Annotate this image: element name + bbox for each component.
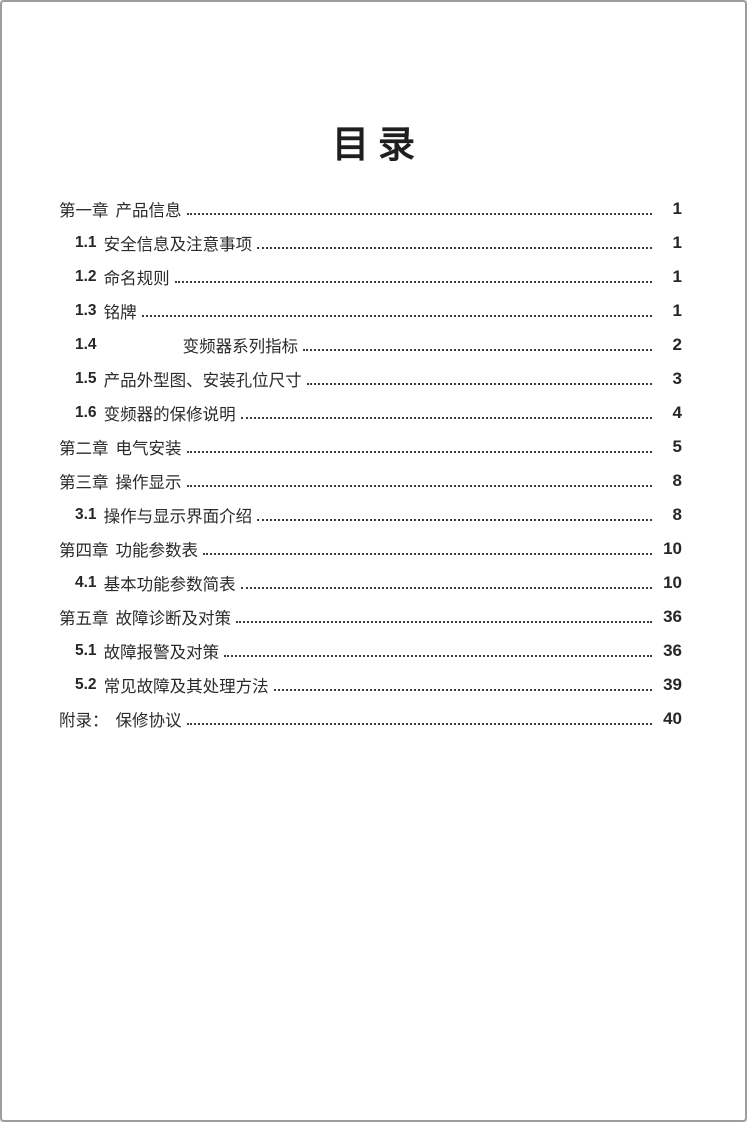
toc-entry-number: 4.1	[75, 574, 97, 591]
toc-entry-number: 第一章	[59, 201, 109, 220]
toc-entry[interactable]: 1.4 变频器系列指标 2	[59, 328, 682, 362]
toc-entry-title: 电气安装	[115, 439, 182, 458]
toc-entry[interactable]: 第四章 功能参数表 10	[59, 532, 682, 566]
toc-page-number: 10	[663, 573, 682, 592]
toc-entry-title: 安全信息及注意事项	[103, 235, 253, 254]
toc-entry-title: 命名规则	[103, 269, 170, 288]
toc-page-number: 3	[672, 369, 682, 388]
toc-entry-title: 变频器系列指标	[182, 337, 299, 356]
toc-page-number: 1	[672, 233, 682, 252]
toc-entry-number: 第四章	[59, 541, 109, 560]
toc-page-number: 39	[663, 675, 682, 694]
dot-leader	[257, 235, 652, 249]
toc-entry-title: 铭牌	[103, 303, 137, 322]
toc-entry[interactable]: 4.1 基本功能参数简表 10	[59, 566, 682, 600]
toc-page-number: 36	[663, 641, 682, 660]
toc-page-number: 1	[672, 199, 682, 218]
toc-entry-title: 基本功能参数简表	[103, 575, 236, 594]
toc-entry-number: 第三章	[59, 473, 109, 492]
dot-leader	[186, 439, 652, 453]
toc-entry-number: 1.5	[75, 370, 97, 387]
toc-entry[interactable]: 1.2 命名规则 1	[59, 260, 682, 294]
toc-entry[interactable]: 第五章 故障诊断及对策 36	[59, 600, 682, 634]
toc-entry-number: 1.2	[75, 268, 97, 285]
dot-leader	[273, 677, 652, 691]
toc-entry-title: 保修协议	[115, 711, 182, 730]
toc-page-number: 1	[672, 267, 682, 286]
page-title: 目录	[332, 125, 424, 166]
toc-page-number: 36	[663, 607, 682, 626]
toc-entry[interactable]: 第二章 电气安装 5	[59, 430, 682, 464]
toc-entry[interactable]: 第一章 产品信息 1	[59, 192, 682, 226]
dot-leader	[306, 371, 652, 385]
toc-entry[interactable]: 5.1 故障报警及对策 36	[59, 634, 682, 668]
dot-leader	[236, 609, 652, 623]
toc-entry[interactable]: 1.3 铭牌 1	[59, 294, 682, 328]
dot-leader	[303, 337, 652, 351]
toc-entry-title: 产品信息	[115, 201, 182, 220]
toc-entry-title: 故障报警及对策	[103, 643, 220, 662]
dot-leader	[240, 405, 652, 419]
dot-leader	[186, 711, 652, 725]
toc-entry[interactable]: 1.1 安全信息及注意事项 1	[59, 226, 682, 260]
toc-page-number: 5	[672, 437, 682, 456]
dot-leader	[203, 541, 652, 555]
toc-entry-title: 功能参数表	[115, 541, 199, 560]
toc-entry-title: 操作与显示界面介绍	[103, 507, 253, 526]
toc-entry-number: 5.1	[75, 642, 97, 659]
toc-entry[interactable]: 1.5 产品外型图、安装孔位尺寸 3	[59, 362, 682, 396]
dot-leader	[186, 473, 652, 487]
toc-entry-number: 1.6	[75, 404, 97, 421]
toc-entry-number: 5.2	[75, 676, 97, 693]
toc-entry-number: 第五章	[59, 609, 109, 628]
toc-page-number: 40	[663, 709, 682, 728]
toc-entry-number: 第二章	[59, 439, 109, 458]
toc-entry-title: 变频器的保修说明	[103, 405, 236, 424]
toc-page-number: 4	[672, 403, 682, 422]
toc-entry[interactable]: 5.2 常见故障及其处理方法 39	[59, 668, 682, 702]
toc-entry-number: 1.1	[75, 234, 97, 251]
toc-entry-number: 1.4	[75, 336, 97, 353]
toc-page-number: 8	[672, 505, 682, 524]
toc-entry-title: 常见故障及其处理方法	[103, 677, 269, 696]
dot-leader	[257, 507, 652, 521]
toc-entry-title: 故障诊断及对策	[115, 609, 232, 628]
toc-page-number: 1	[672, 301, 682, 320]
toc-page-number: 8	[672, 471, 682, 490]
dot-leader	[174, 269, 652, 283]
toc-page-number: 10	[663, 539, 682, 558]
toc-entry-number: 1.3	[75, 302, 97, 319]
table-of-contents: 第一章 产品信息 1 1.1 安全信息及注意事项 1 1.2 命名规则 1 1.3 铭牌 1 1.4 变频…	[59, 192, 682, 736]
toc-page-number: 2	[672, 335, 682, 354]
toc-entry[interactable]: 附录： 保修协议 40	[59, 702, 682, 736]
toc-entry-number: 3.1	[75, 506, 97, 523]
toc-entry[interactable]: 3.1 操作与显示界面介绍 8	[59, 498, 682, 532]
dot-leader	[141, 303, 652, 317]
toc-entry[interactable]: 第三章 操作显示 8	[59, 464, 682, 498]
dot-leader	[240, 575, 652, 589]
dot-leader	[186, 201, 652, 215]
dot-leader	[224, 643, 652, 657]
toc-entry[interactable]: 1.6 变频器的保修说明 4	[59, 396, 682, 430]
toc-entry-title: 产品外型图、安装孔位尺寸	[103, 371, 302, 390]
toc-entry-number: 附录：	[59, 711, 109, 730]
toc-entry-title: 操作显示	[115, 473, 182, 492]
